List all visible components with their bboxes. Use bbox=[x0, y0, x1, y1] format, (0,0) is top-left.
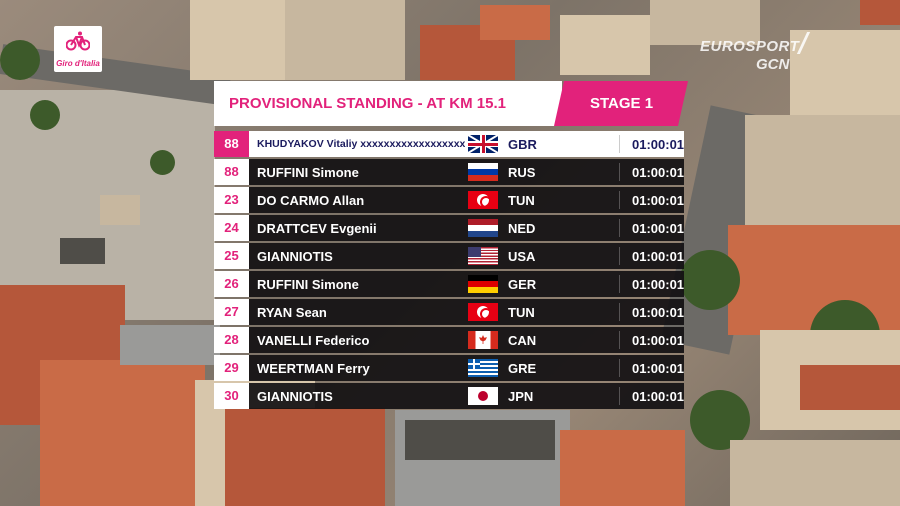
rider-info: KHUDYAKOV Vitaliy xxxxxxxxxxxxxxxxxxxxxx… bbox=[249, 131, 684, 157]
rider-nationality: USA bbox=[508, 248, 536, 264]
rider-time: 01:00:01 bbox=[632, 388, 685, 404]
rider-info: GIANNIOTIS JPN 01:00:01 bbox=[249, 383, 684, 409]
cyclist-icon bbox=[66, 31, 90, 51]
rider-time: 01:00:01 bbox=[632, 332, 685, 348]
rider-nationality: NED bbox=[508, 220, 536, 236]
standing-row: 28 VANELLI Federico CAN 01:00:01 bbox=[214, 326, 684, 354]
gre-flag-icon bbox=[468, 359, 498, 377]
rider-position: 23 bbox=[214, 187, 249, 213]
rider-info: VANELLI Federico CAN 01:00:01 bbox=[249, 327, 684, 353]
eurosport-gcn-logo: EUROSPORT GCN bbox=[700, 32, 818, 74]
column-divider bbox=[619, 303, 620, 321]
rider-time: 01:00:01 bbox=[632, 276, 685, 292]
standing-row: 26 RUFFINI Simone GER 01:00:01 bbox=[214, 270, 684, 298]
rider-nationality: GRE bbox=[508, 360, 537, 376]
rider-name: DO CARMO Allan bbox=[257, 192, 365, 208]
column-divider bbox=[619, 359, 620, 377]
network-name: EUROSPORT bbox=[700, 38, 800, 55]
rider-time: 01:00:01 bbox=[632, 360, 685, 376]
rider-position: 29 bbox=[214, 355, 249, 381]
rider-nationality: TUN bbox=[508, 304, 535, 320]
rider-time: 01:00:01 bbox=[632, 164, 685, 180]
ned-flag-icon bbox=[468, 219, 498, 237]
giro-logo-text: Giro d'Italia bbox=[56, 59, 100, 68]
rider-position: 26 bbox=[214, 271, 249, 297]
usa-flag-icon bbox=[468, 247, 498, 265]
stage-badge: STAGE 1 bbox=[554, 81, 688, 126]
column-divider bbox=[619, 275, 620, 293]
rider-name: RUFFINI Simone bbox=[257, 164, 359, 180]
standing-row-highlighted: 88 KHUDYAKOV Vitaliy xxxxxxxxxxxxxxxxxxxx… bbox=[214, 130, 684, 158]
standing-row: 25 GIANNIOTIS USA 01:00:01 bbox=[214, 242, 684, 270]
rider-info: DO CARMO Allan TUN 01:00:01 bbox=[249, 187, 684, 213]
column-divider bbox=[619, 331, 620, 349]
standing-row: 88 RUFFINI Simone RUS 01:00:01 bbox=[214, 158, 684, 186]
rider-time: 01:00:01 bbox=[632, 136, 685, 152]
column-divider bbox=[619, 219, 620, 237]
giro-ditalia-logo: Giro d'Italia bbox=[54, 26, 102, 72]
rider-info: RUFFINI Simone GER 01:00:01 bbox=[249, 271, 684, 297]
rider-info: RYAN Sean TUN 01:00:01 bbox=[249, 299, 684, 325]
rider-name: VANELLI Federico bbox=[257, 332, 370, 348]
standings-title: PROVISIONAL STANDING - AT KM 15.1 bbox=[214, 81, 562, 126]
column-divider bbox=[619, 163, 620, 181]
rider-position: 25 bbox=[214, 243, 249, 269]
rider-position: 24 bbox=[214, 215, 249, 241]
rider-nationality: GER bbox=[508, 276, 537, 292]
rider-name: GIANNIOTIS bbox=[257, 388, 333, 404]
standing-row: 24 DRATTCEV Evgenii NED 01:00:01 bbox=[214, 214, 684, 242]
rider-name: RUFFINI Simone bbox=[257, 276, 359, 292]
standing-row: 27 RYAN Sean TUN 01:00:01 bbox=[214, 298, 684, 326]
rider-position: 88 bbox=[214, 159, 249, 185]
jpn-flag-icon bbox=[468, 387, 498, 405]
rider-info: WEERTMAN Ferry GRE 01:00:01 bbox=[249, 355, 684, 381]
rider-time: 01:00:01 bbox=[632, 248, 685, 264]
column-divider bbox=[619, 247, 620, 265]
rider-name: RYAN Sean bbox=[257, 304, 327, 320]
rider-nationality: CAN bbox=[508, 332, 537, 348]
rider-position: 27 bbox=[214, 299, 249, 325]
rider-time: 01:00:01 bbox=[632, 192, 685, 208]
rider-name: KHUDYAKOV Vitaliy xxxxxxxxxxxxxxxxxxxxxx… bbox=[257, 138, 465, 150]
standing-row: 30 GIANNIOTIS JPN 01:00:01 bbox=[214, 382, 684, 410]
rider-info: GIANNIOTIS USA 01:00:01 bbox=[249, 243, 684, 269]
standing-row: 29 WEERTMAN Ferry GRE 01:00:01 bbox=[214, 354, 684, 382]
rider-position: 28 bbox=[214, 327, 249, 353]
column-divider bbox=[619, 387, 620, 405]
rider-nationality: RUS bbox=[508, 164, 536, 180]
rider-info: RUFFINI Simone RUS 01:00:01 bbox=[249, 159, 684, 185]
network-subname: GCN bbox=[756, 56, 790, 73]
standing-row: 23 DO CARMO Allan TUN 01:00:01 bbox=[214, 186, 684, 214]
gbr-flag-icon bbox=[468, 135, 498, 153]
rus-flag-icon bbox=[468, 163, 498, 181]
rider-nationality: JPN bbox=[508, 388, 534, 404]
column-divider bbox=[619, 135, 620, 153]
ger-flag-icon bbox=[468, 275, 498, 293]
rider-nationality: GBR bbox=[508, 136, 537, 152]
standings-table: 88 KHUDYAKOV Vitaliy xxxxxxxxxxxxxxxxxxxx… bbox=[214, 130, 684, 410]
rider-position: 30 bbox=[214, 383, 249, 409]
rider-name: WEERTMAN Ferry bbox=[257, 360, 370, 376]
can-flag-icon bbox=[468, 331, 498, 349]
rider-name: DRATTCEV Evgenii bbox=[257, 220, 377, 236]
eurosport-mark-icon bbox=[796, 32, 818, 54]
standings-header: PROVISIONAL STANDING - AT KM 15.1 STAGE … bbox=[214, 81, 688, 126]
tun-flag-icon bbox=[468, 303, 498, 321]
rider-info: DRATTCEV Evgenii NED 01:00:01 bbox=[249, 215, 684, 241]
tun-flag-icon bbox=[468, 191, 498, 209]
rider-time: 01:00:01 bbox=[632, 220, 685, 236]
rider-time: 01:00:01 bbox=[632, 304, 685, 320]
rider-position: 88 bbox=[214, 131, 249, 157]
rider-name: GIANNIOTIS bbox=[257, 248, 333, 264]
rider-nationality: TUN bbox=[508, 192, 535, 208]
column-divider bbox=[619, 191, 620, 209]
